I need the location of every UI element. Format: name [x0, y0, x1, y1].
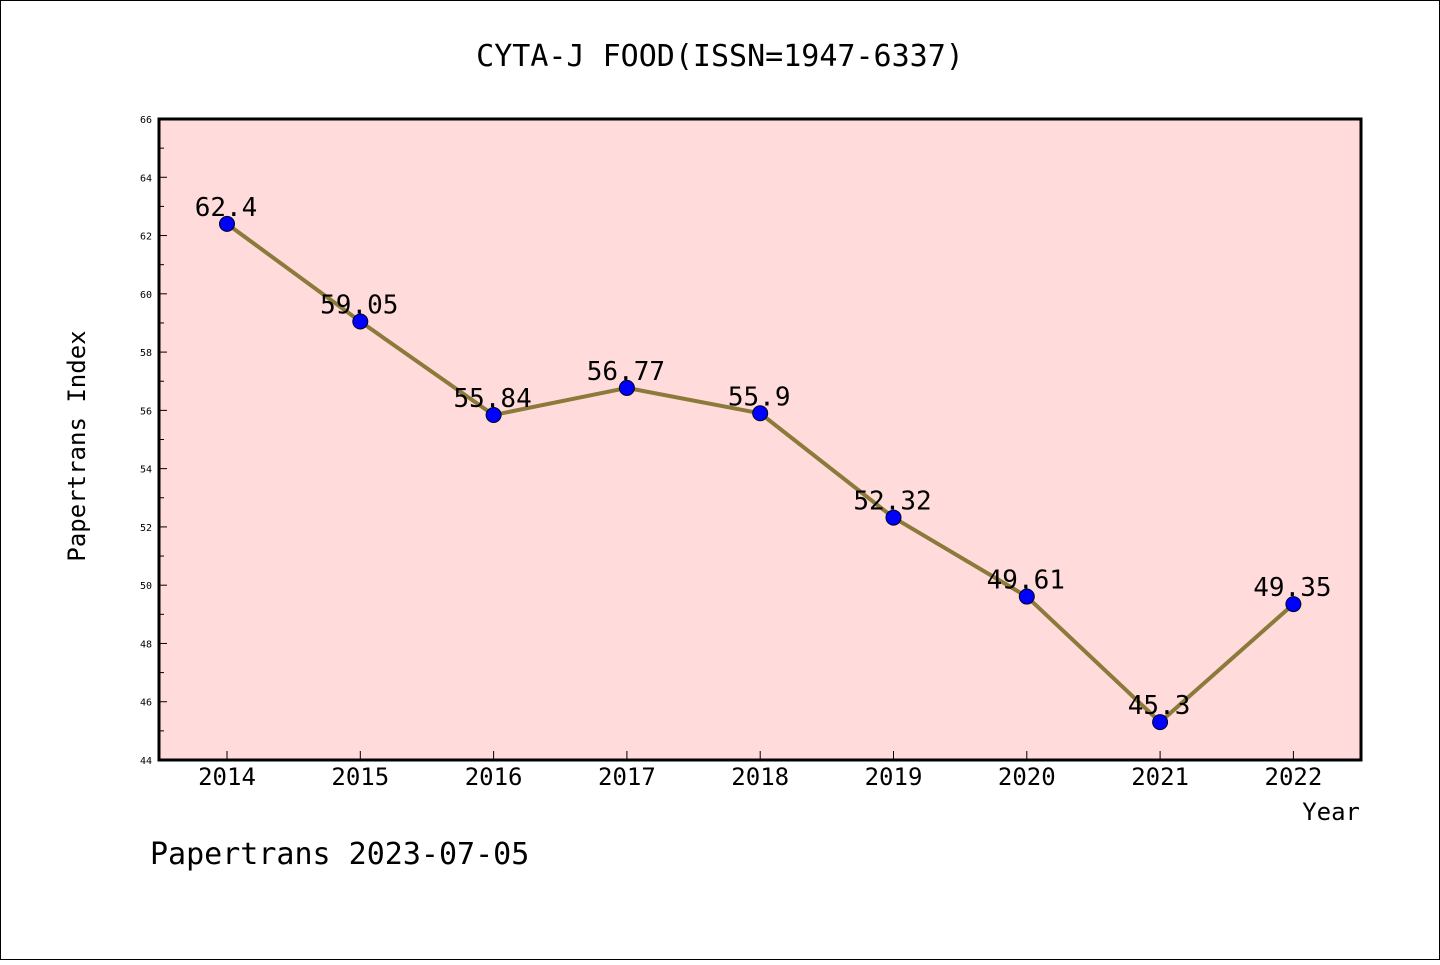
y-axis-label: Papertrans Index [63, 330, 91, 561]
data-point [885, 509, 902, 526]
y-tick-label: 56 [140, 406, 152, 417]
data-point [352, 313, 369, 330]
y-tick-label: 60 [140, 290, 152, 301]
y-tick-label: 62 [140, 232, 152, 243]
data-label: 62.4 [195, 193, 258, 223]
data-point [1285, 596, 1302, 613]
plot-area [159, 119, 1361, 760]
plot-frame [157, 117, 1363, 762]
y-tick-label: 64 [140, 173, 152, 184]
data-label: 56.77 [587, 357, 665, 387]
data-point [1018, 588, 1035, 605]
data-label: 55.84 [453, 384, 531, 414]
data-point [219, 215, 235, 232]
y-tick-label: 44 [140, 756, 152, 767]
x-tick-label: 2016 [465, 763, 523, 791]
y-tick-label: 46 [140, 698, 152, 709]
x-tick-label: 2017 [598, 763, 656, 791]
data-point [485, 407, 502, 424]
x-tick-label: 2020 [998, 763, 1056, 791]
data-label: 52.32 [853, 487, 931, 517]
y-axis-ticks: 44 46 48 50 52 54 56 58 60 62 64 66 [140, 115, 167, 767]
x-axis-ticks: 2014 2015 2016 2017 2018 2019 2020 2021 2022 [198, 751, 1322, 791]
data-point [618, 379, 635, 396]
data-point [1152, 714, 1169, 731]
x-tick-label: 2019 [865, 763, 923, 791]
data-point [752, 405, 769, 422]
series-markers [219, 215, 1302, 731]
x-tick-label: 2022 [1265, 763, 1323, 791]
y-tick-label: 58 [140, 348, 152, 359]
x-tick-label: 2014 [198, 763, 256, 791]
x-tick-label: 2018 [731, 763, 789, 791]
x-tick-label: 2021 [1131, 763, 1189, 791]
x-axis-label: Year [1302, 798, 1360, 826]
data-labels: 62.4 59.05 55.84 56.77 55.9 52.32 49.61 45.3 49.… [195, 193, 1332, 721]
y-tick-label: 48 [140, 639, 152, 650]
data-label: 45.3 [1128, 691, 1191, 721]
y-tick-label: 52 [140, 523, 152, 534]
data-label: 55.9 [728, 382, 791, 412]
y-tick-label: 50 [140, 581, 152, 592]
chart-title: CYTA-J FOOD(ISSN=1947-6337) [476, 39, 964, 74]
y-tick-label: 54 [140, 465, 152, 476]
data-label: 59.05 [320, 290, 398, 320]
footer-text: Papertrans 2023-07-05 [150, 837, 529, 872]
data-label: 49.61 [987, 566, 1065, 596]
x-tick-label: 2015 [331, 763, 389, 791]
y-tick-label: 66 [140, 115, 152, 126]
data-label: 49.35 [1253, 573, 1331, 603]
